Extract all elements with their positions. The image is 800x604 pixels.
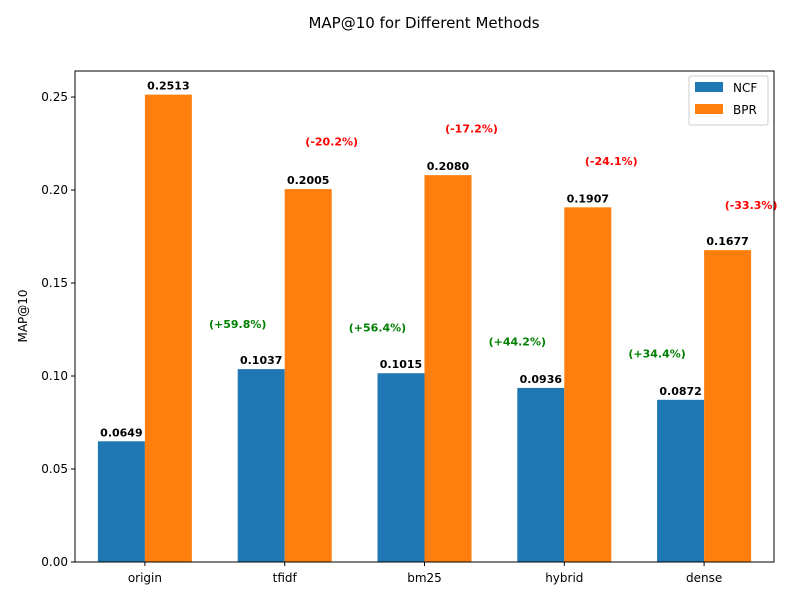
change-annotation: (+56.4%) <box>349 322 406 335</box>
change-annotation: (-24.1%) <box>585 155 638 168</box>
y-tick-label: 0.25 <box>41 90 68 104</box>
bar-ncf-bm25 <box>377 373 425 562</box>
bar-value-label: 0.1037 <box>240 354 282 367</box>
bar-bpr-dense <box>704 250 752 563</box>
change-annotation: (+59.8%) <box>209 318 266 331</box>
legend-swatch-ncf <box>695 82 723 92</box>
change-annotation: (-33.3%) <box>725 199 778 212</box>
y-tick-label: 0.20 <box>41 183 68 197</box>
legend-label-ncf: NCF <box>733 81 757 95</box>
legend-swatch-bpr <box>695 104 723 114</box>
change-annotation: (+44.2%) <box>489 336 546 349</box>
bar-value-label: 0.1677 <box>706 235 748 248</box>
plot-frame <box>74 70 775 563</box>
change-annotation: (-20.2%) <box>305 136 358 149</box>
legend-label-bpr: BPR <box>733 103 757 117</box>
bar-bpr-bm25 <box>424 175 472 562</box>
y-tick-label: 0.15 <box>41 276 68 290</box>
chart-title: MAP@10 for Different Methods <box>308 14 539 32</box>
y-tick-label: 0.05 <box>41 462 68 476</box>
bar-bpr-tfidf <box>284 189 332 562</box>
x-tick-label: hybrid <box>545 571 583 585</box>
x-tick-label: tfidf <box>273 571 298 585</box>
plot-area: 0.00 0.05 0.10 0.15 0.20 0.25 0.0649 0.2513 orig… <box>41 80 777 585</box>
bar-bpr-origin <box>144 94 192 562</box>
bar-value-label: 0.1907 <box>567 192 609 205</box>
bar-value-label: 0.0649 <box>100 426 142 439</box>
change-annotation: (-17.2%) <box>445 123 498 136</box>
bar-value-label: 0.0936 <box>520 373 563 386</box>
bar-value-label: 0.2080 <box>427 160 470 173</box>
legend: NCF BPR <box>688 75 769 126</box>
bar-value-label: 0.2513 <box>147 80 189 93</box>
y-tick-label: 0.00 <box>41 555 68 569</box>
bar-bpr-hybrid <box>564 207 612 562</box>
x-tick-label: bm25 <box>407 571 442 585</box>
y-axis-label: MAP@10 <box>16 289 30 342</box>
bar-ncf-tfidf <box>237 369 285 562</box>
bar-ncf-origin <box>97 441 145 562</box>
bar-value-label: 0.2005 <box>287 174 329 187</box>
bar-ncf-dense <box>657 399 705 562</box>
bar-value-label: 0.1015 <box>380 358 422 371</box>
bar-value-label: 0.0872 <box>659 385 701 398</box>
x-tick-label: dense <box>686 571 722 585</box>
bar-ncf-hybrid <box>517 387 565 562</box>
x-tick-label: origin <box>128 571 162 585</box>
y-tick-label: 0.10 <box>41 369 68 383</box>
change-annotation: (+34.4%) <box>628 348 685 361</box>
